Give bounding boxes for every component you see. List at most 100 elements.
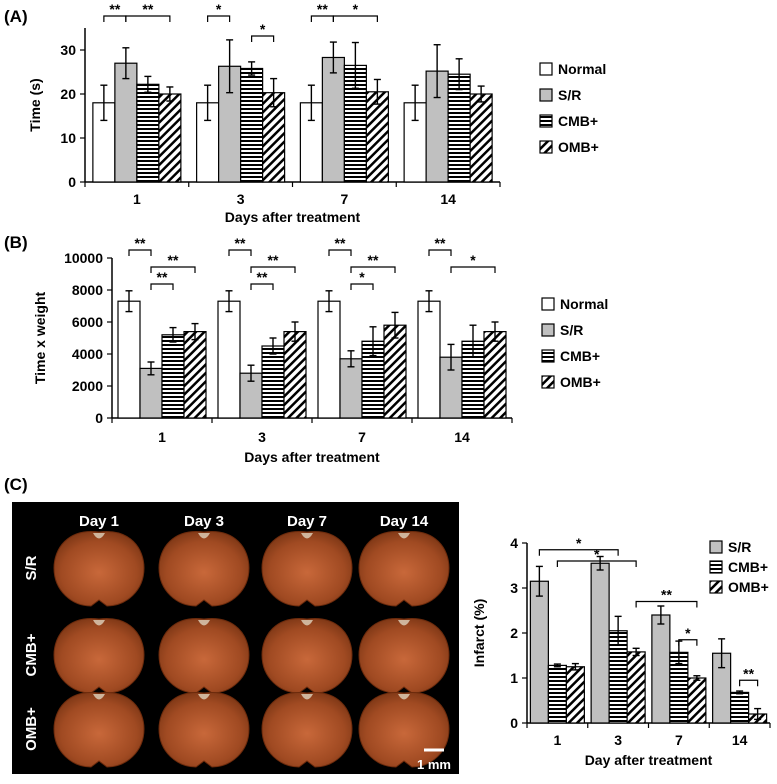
bar-normal-1: [117, 300, 141, 419]
legend-label: CMB+: [558, 113, 598, 129]
significance-marker: **: [368, 252, 379, 268]
significance-bracket: [150, 283, 174, 290]
y-tick-label: 4: [510, 535, 518, 551]
panel-b-label: (B): [4, 233, 28, 252]
legend-swatch: [541, 297, 555, 311]
x-tick-label: 3: [614, 732, 622, 748]
y-tick-label: 0: [68, 174, 76, 190]
significance-marker: **: [235, 235, 246, 251]
significance-bracket: [125, 15, 171, 22]
significance-bracket: [635, 600, 698, 608]
bar-normal-3: [217, 300, 241, 419]
infarct-region: [301, 620, 313, 626]
x-tick-label: 7: [358, 429, 366, 445]
x-tick-label: 3: [258, 429, 266, 445]
legend-label: OMB+: [560, 374, 601, 390]
brain-section-image: [53, 618, 145, 694]
brain-section-image: [358, 531, 450, 607]
legend-label: OMB+: [728, 579, 769, 595]
significance-marker: *: [470, 252, 476, 268]
bar-cmb-3: [261, 345, 285, 419]
bar-omb-1: [183, 331, 207, 419]
significance-marker: *: [359, 269, 365, 285]
x-axis-label: Day after treatment: [585, 752, 713, 768]
brain-section-image: [158, 618, 250, 694]
legend-swatch: [539, 140, 553, 154]
bar-cmb-3: [240, 67, 264, 183]
bar-sr-3: [590, 562, 610, 724]
legend-label: S/R: [728, 539, 751, 555]
panel-b: (B) 0 2000 4000 6000 8000 10000 1 3 7 14 Days afte…: [4, 233, 608, 465]
significance-marker: **: [142, 1, 153, 17]
brain-section-image: [358, 692, 450, 768]
infarct-region: [301, 694, 313, 700]
photo-row-label: OMB+: [23, 707, 40, 751]
bar-omb-3: [626, 651, 646, 724]
y-axis-label: Infarct (%): [471, 599, 487, 667]
bar-omb-7: [383, 324, 407, 419]
y-tick-label: 2000: [72, 378, 103, 394]
x-tick-label: 1: [553, 732, 561, 748]
significance-marker: **: [335, 235, 346, 251]
bar-sr-1: [114, 62, 138, 183]
bar-cmb-1: [547, 664, 567, 724]
brain-section-image: [53, 692, 145, 768]
bar-omb-7: [687, 677, 707, 724]
y-tick-label: 6000: [72, 314, 103, 330]
significance-marker: *: [576, 535, 582, 551]
y-tick-label: 0: [510, 715, 518, 731]
bar-normal-14: [417, 300, 441, 419]
bar-sr-1: [529, 580, 549, 724]
significance-bracket: [428, 249, 452, 256]
infarct-region: [398, 694, 410, 700]
significance-marker: **: [135, 235, 146, 251]
infarct-region: [93, 533, 105, 539]
significance-bracket: [739, 679, 759, 687]
infarct-region: [198, 694, 210, 700]
x-axis-label: Days after treatment: [244, 449, 380, 465]
panel-a-label: (A): [4, 7, 28, 26]
significance-marker: *: [594, 546, 600, 562]
panel-a: (A) 0 10 20 30 1 3 7 14 Days after treatment Time…: [4, 1, 606, 225]
significance-bracket: [350, 266, 396, 273]
infarct-region: [398, 620, 410, 626]
significance-bracket: [228, 249, 252, 256]
infarct-region: [301, 533, 313, 539]
bar-normal-7: [317, 300, 341, 419]
significance-marker: **: [317, 1, 328, 17]
brain-section-image: [358, 618, 450, 694]
infarct-region: [198, 620, 210, 626]
photo-column-label: Day 3: [184, 513, 224, 530]
significance-bracket: [250, 283, 274, 290]
infarct-region: [198, 533, 210, 539]
legend-swatch: [709, 580, 723, 594]
x-tick-label: 7: [340, 191, 348, 207]
significance-marker: **: [435, 235, 446, 251]
scale-bar-label: 1 mm: [417, 757, 451, 772]
y-tick-label: 0: [95, 410, 103, 426]
legend-swatch: [541, 323, 555, 337]
significance-bracket: [328, 249, 352, 256]
y-tick-label: 10000: [64, 250, 103, 266]
x-tick-label: 3: [237, 191, 245, 207]
significance-marker: *: [216, 1, 222, 17]
bar-omb-14: [469, 93, 493, 183]
brain-section-image: [158, 531, 250, 607]
y-axis-label: Time (s): [27, 78, 43, 131]
infarct-region: [93, 620, 105, 626]
legend-label: CMB+: [560, 348, 600, 364]
significance-bracket: [207, 15, 231, 22]
panel-c: (C) 0 1 2 3 4 1 3 7 14 Day after treatment Infarct…: [4, 475, 771, 768]
bar-cmb-14: [730, 691, 750, 724]
x-tick-label: 7: [675, 732, 683, 748]
x-tick-label: 14: [440, 191, 456, 207]
y-tick-label: 20: [60, 86, 76, 102]
panel-c-label: (C): [4, 475, 28, 494]
x-tick-label: 1: [133, 191, 141, 207]
photo-column-label: Day 1: [79, 513, 119, 530]
significance-marker: **: [157, 269, 168, 285]
photo-column-label: Day 7: [287, 513, 327, 530]
significance-marker: *: [260, 21, 266, 37]
y-tick-label: 2: [510, 625, 518, 641]
